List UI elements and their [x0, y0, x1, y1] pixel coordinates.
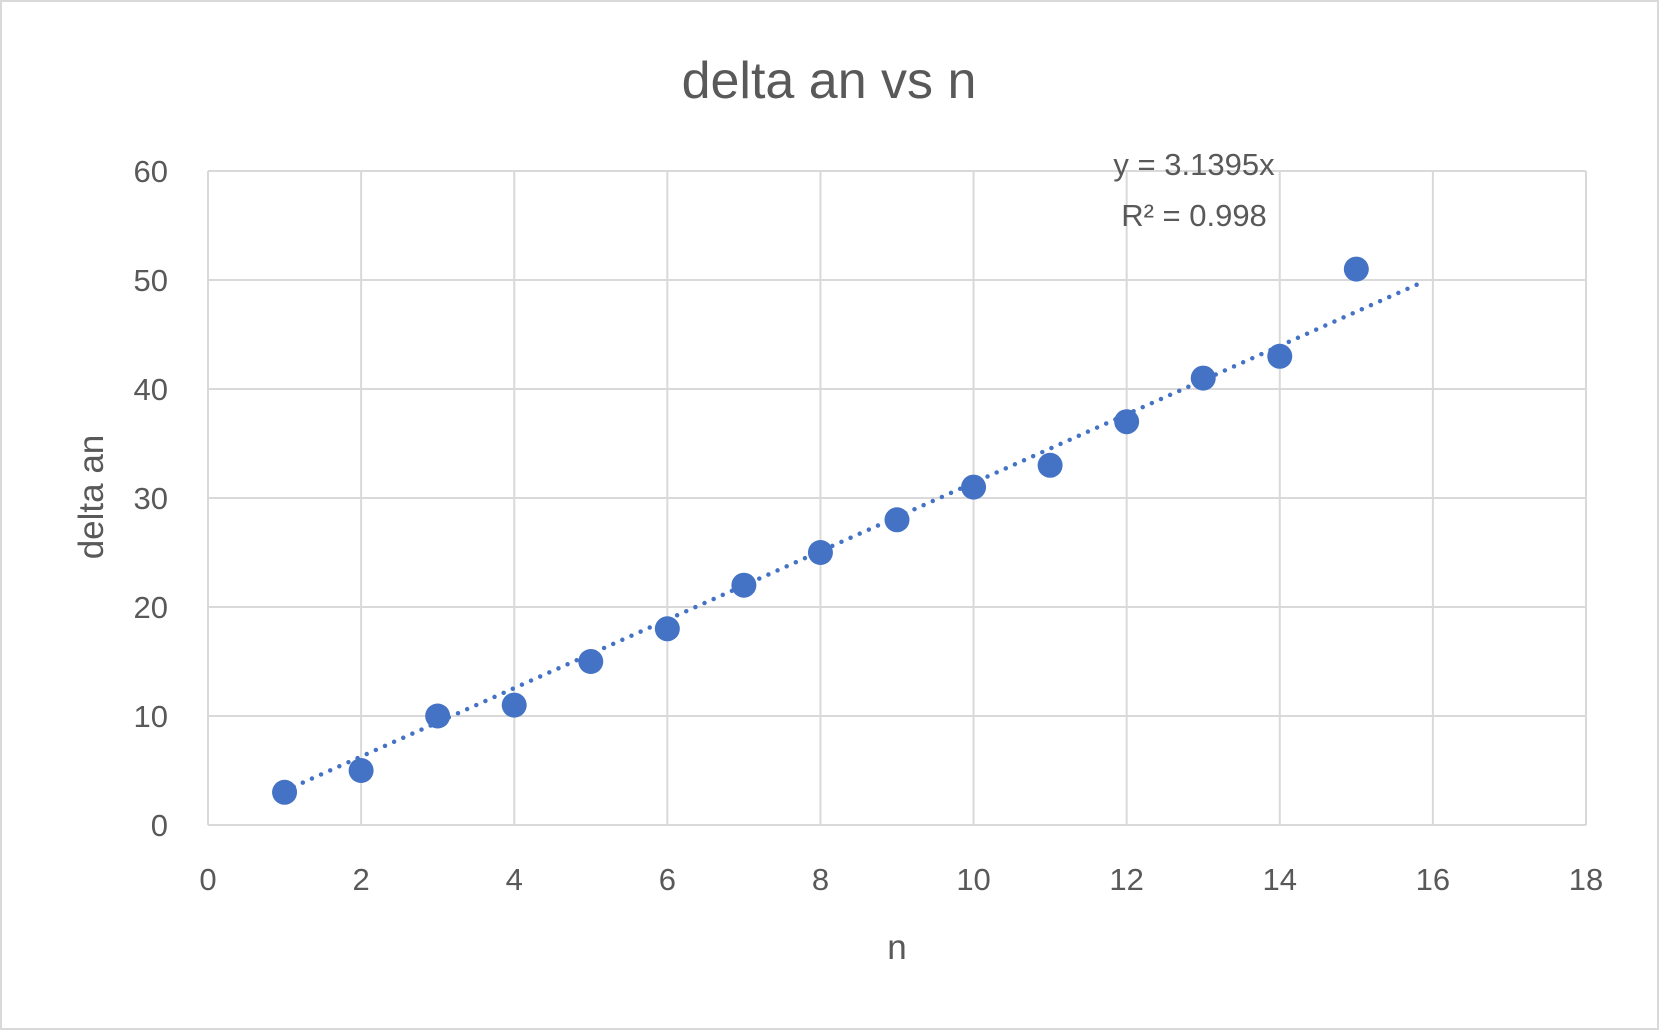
x-tick-label-2: 4 — [506, 862, 523, 897]
y-tick-label-4: 40 — [134, 372, 168, 407]
y-axis-label: delta an — [72, 435, 111, 560]
x-tick-label-0: 0 — [199, 862, 216, 897]
x-tick-label-5: 10 — [956, 862, 990, 897]
trendline-r-squared: R² = 0.998 — [1121, 198, 1267, 233]
data-point-1 — [272, 779, 298, 805]
data-point-2 — [348, 758, 374, 783]
gridlines — [207, 170, 1587, 826]
data-point-12 — [1114, 409, 1140, 435]
chart-title: delta an vs n — [682, 52, 977, 110]
x-tick-label-7: 14 — [1263, 862, 1297, 897]
data-points — [272, 256, 1369, 805]
x-tick-label-9: 18 — [1569, 862, 1603, 897]
y-tick-label-5: 50 — [134, 263, 168, 298]
y-tick-label-0: 0 — [151, 808, 168, 843]
data-point-11 — [1037, 452, 1063, 478]
data-point-15 — [1343, 256, 1369, 282]
data-point-6 — [654, 616, 680, 642]
data-point-13 — [1190, 365, 1216, 391]
data-point-4 — [501, 692, 527, 718]
data-point-8 — [807, 540, 833, 565]
x-tick-label-6: 12 — [1109, 862, 1143, 897]
x-tick-label-3: 6 — [659, 862, 676, 897]
x-tick-label-4: 8 — [812, 862, 829, 897]
y-tick-label-1: 10 — [134, 699, 168, 734]
y-tick-label-2: 20 — [134, 590, 168, 625]
data-point-10 — [961, 474, 987, 500]
y-tick-label-3: 30 — [134, 481, 168, 516]
data-point-9 — [884, 507, 910, 533]
x-tick-label-1: 2 — [352, 862, 369, 897]
y-tick-label-6: 60 — [134, 154, 168, 189]
x-axis-label: n — [887, 928, 906, 967]
trendline-layer — [282, 278, 1428, 794]
data-point-7 — [731, 572, 757, 598]
data-point-14 — [1267, 343, 1293, 369]
trendline-equation: y = 3.1395x — [1113, 147, 1275, 182]
tick-labels: 0 2 4 6 8 10 12 14 16 18 0 10 20 30 40 50 60 — [134, 154, 1604, 897]
trendline — [282, 278, 1428, 794]
data-point-3 — [425, 703, 451, 729]
data-point-5 — [578, 649, 604, 674]
x-tick-label-8: 16 — [1416, 862, 1450, 897]
